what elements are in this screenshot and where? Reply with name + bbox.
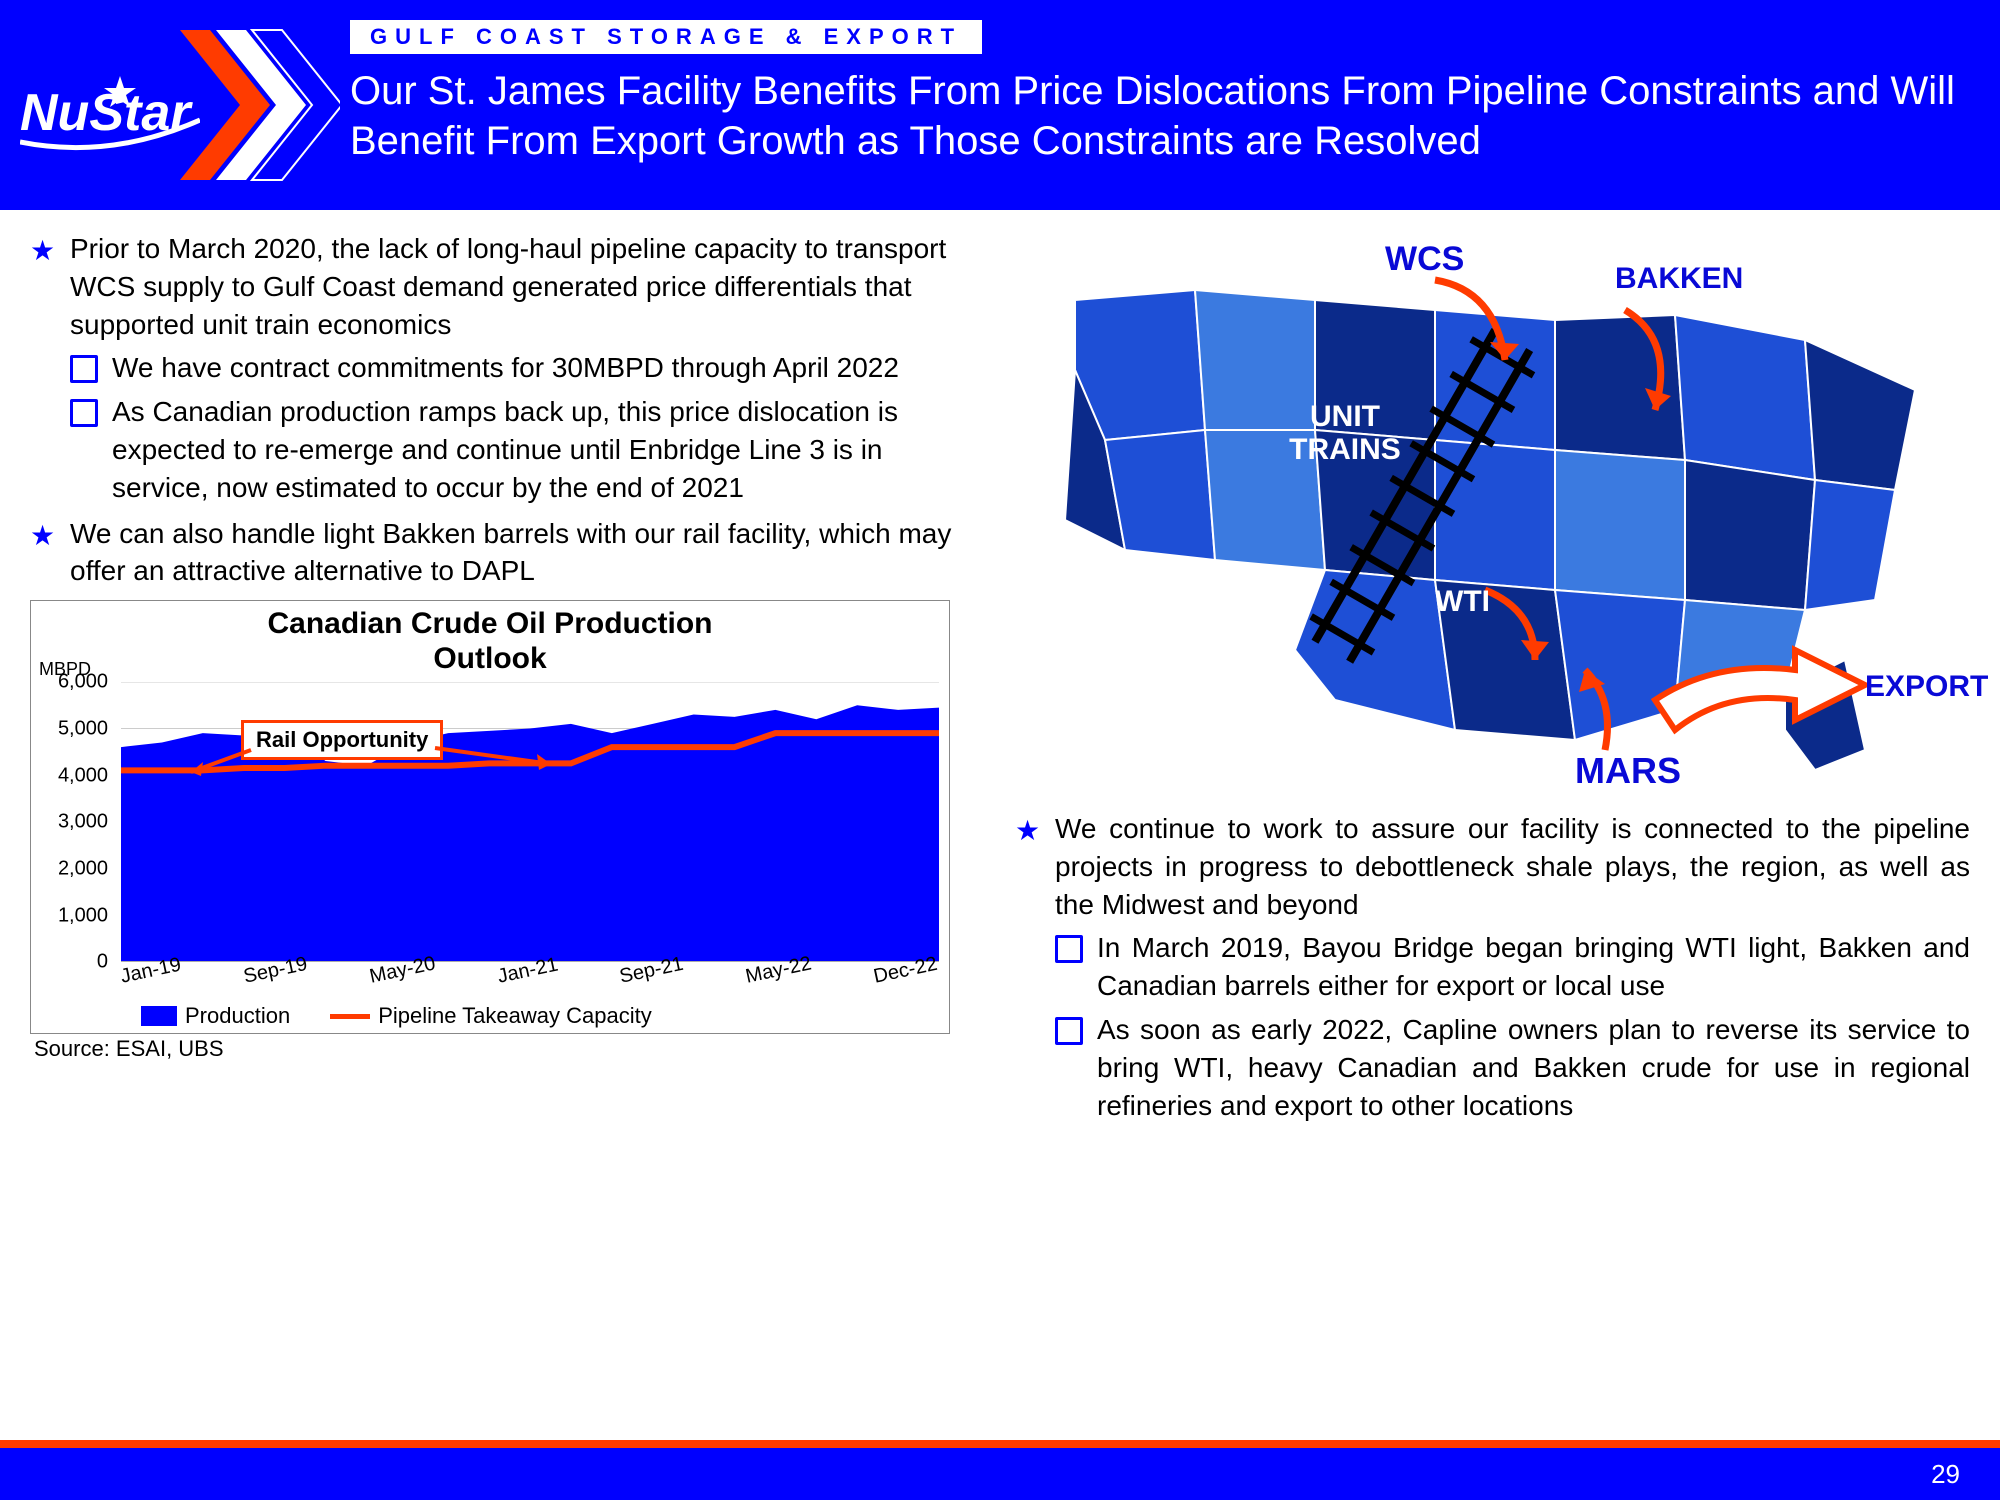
x-ticks: Jan-19Sep-19May-20Jan-21Sep-21May-22Dec-… <box>121 966 939 989</box>
swatch-pipeline <box>330 1014 370 1019</box>
sub-bullet: In March 2019, Bayou Bridge began bringi… <box>1055 929 1970 1005</box>
legend-pipeline: Pipeline Takeaway Capacity <box>330 1003 652 1029</box>
chart-title: Canadian Crude Oil ProductionOutlook <box>41 607 939 676</box>
header-content: GULF COAST STORAGE & EXPORT Our St. Jame… <box>350 20 2000 166</box>
map-label-export: EXPORT <box>1865 670 1988 704</box>
y-ticks: 01,0002,0003,0004,0005,0006,000 <box>41 682 116 962</box>
bullet-item: We continue to work to assure our facili… <box>1015 810 1970 1124</box>
sub-bullet: We have contract commitments for 30MBPD … <box>70 349 985 387</box>
chart-legend: Production Pipeline Takeaway Capacity <box>141 1003 939 1029</box>
footer-bar: 29 <box>0 1448 2000 1500</box>
map-label-unit-trains: UNITTRAINS <box>1275 400 1415 466</box>
bullet-item: We can also handle light Bakken barrels … <box>30 515 985 591</box>
left-bullets: Prior to March 2020, the lack of long-ha… <box>30 230 985 590</box>
page-number: 29 <box>1931 1459 1960 1490</box>
sub-bullet: As soon as early 2022, Capline owners pl… <box>1055 1011 1970 1124</box>
callout-arrow-right-icon <box>431 738 571 778</box>
legend-production: Production <box>141 1003 290 1029</box>
swatch-production <box>141 1006 177 1026</box>
chevron-icon <box>180 20 340 190</box>
page-title: Our St. James Facility Benefits From Pri… <box>350 66 1960 166</box>
chart-plot: 01,0002,0003,0004,0005,0006,000 Rail Opp… <box>121 682 939 962</box>
us-map: WCS BAKKEN UNITTRAINS WTI MARS EXPORT <box>1015 230 1970 810</box>
map-label-wti: WTI <box>1435 585 1490 619</box>
callout-arrow-left-icon <box>181 742 261 782</box>
sub-bullet: As Canadian production ramps back up, th… <box>70 393 985 506</box>
section-label: GULF COAST STORAGE & EXPORT <box>350 20 982 54</box>
header: NuStar GULF COAST STORAGE & EXPORT Our S… <box>0 0 2000 210</box>
map-label-wcs: WCS <box>1385 240 1464 279</box>
chart-container: MBPD Canadian Crude Oil ProductionOutloo… <box>30 600 950 1034</box>
source-text: Source: ESAI, UBS <box>34 1036 985 1062</box>
body: Prior to March 2020, the lack of long-ha… <box>0 210 2000 1132</box>
bullet-item: Prior to March 2020, the lack of long-ha… <box>30 230 985 507</box>
logo-text: NuStar <box>20 70 200 173</box>
bullet-text: Prior to March 2020, the lack of long-ha… <box>70 233 946 340</box>
right-column: WCS BAKKEN UNITTRAINS WTI MARS EXPORT We… <box>1015 230 1970 1132</box>
rail-opportunity-callout: Rail Opportunity <box>241 720 443 760</box>
map-svg <box>1015 230 1975 800</box>
map-label-mars: MARS <box>1575 750 1681 792</box>
plot-area: Rail Opportunity <box>121 682 939 962</box>
map-label-bakken: BAKKEN <box>1615 262 1743 296</box>
bullet-text: We can also handle light Bakken barrels … <box>70 518 951 587</box>
right-bullets: We continue to work to assure our facili… <box>1015 810 1970 1124</box>
left-column: Prior to March 2020, the lack of long-ha… <box>30 230 985 1132</box>
bullet-text: We continue to work to assure our facili… <box>1055 813 1970 920</box>
logo-block: NuStar <box>0 20 350 190</box>
